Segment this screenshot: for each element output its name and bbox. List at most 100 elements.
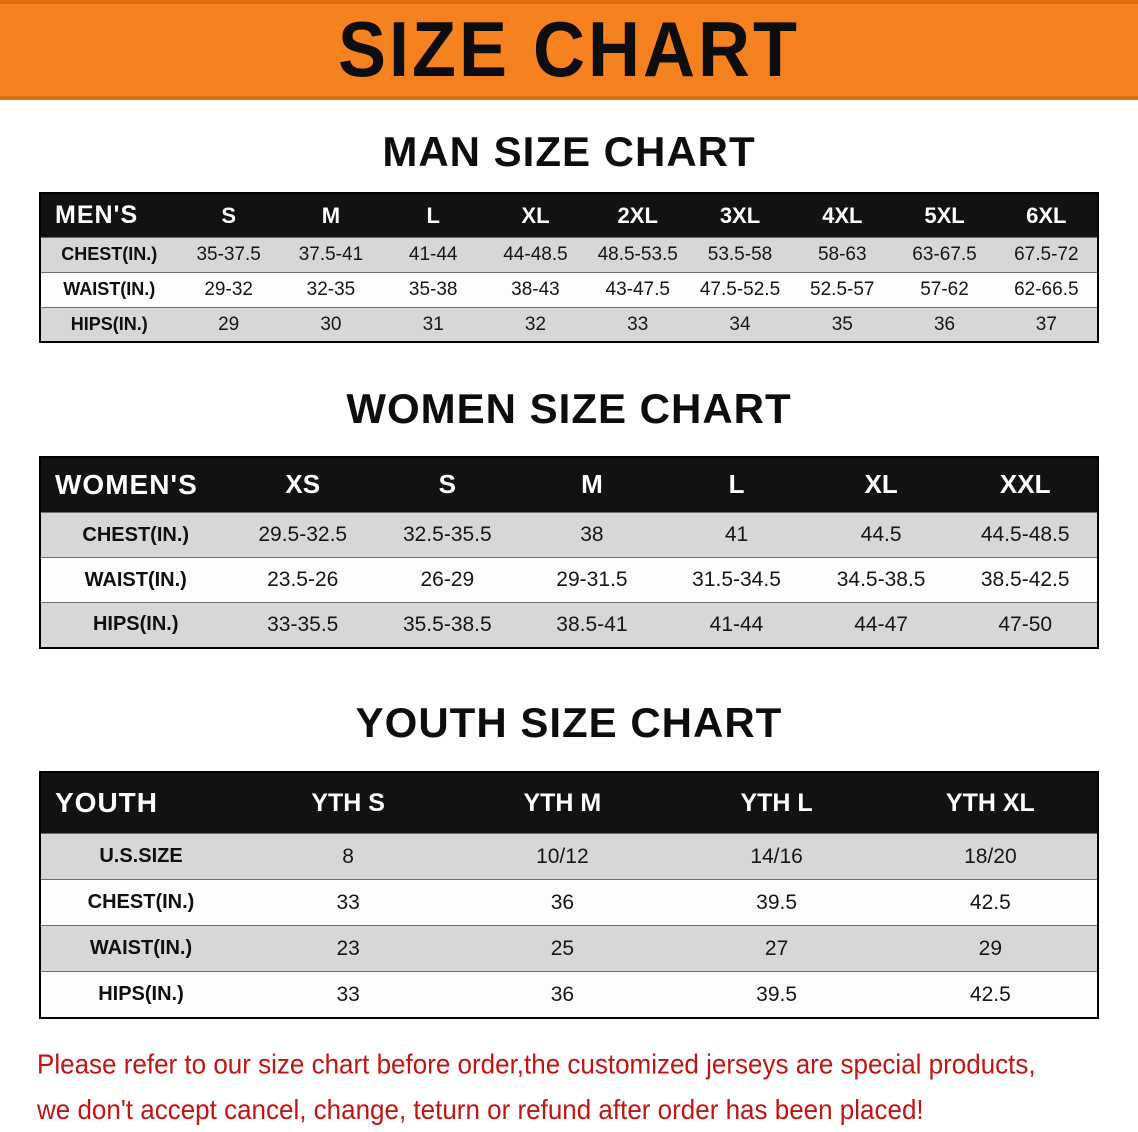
column-header: YTH S <box>311 788 385 817</box>
table-header-row: MEN'S S M L XL 2XL 3XL 4XL 5XL 6XL <box>40 193 1098 238</box>
size-table: WOMEN'S XS S M L XL XXL CHEST(IN.) 29.5-32.5 32.5… <box>39 455 1099 649</box>
column-header: S <box>438 469 456 500</box>
row-label: HIPS(IN.) <box>40 971 242 1018</box>
banner-title: SIZE CHART <box>338 6 800 94</box>
size-value-cell: 44.5 <box>808 512 954 558</box>
size-value-cell: 32-35 <box>279 271 383 308</box>
size-value-cell: 29 <box>883 925 1098 972</box>
row-label: CHEST(IN.) <box>40 512 231 558</box>
table-row: WAIST(IN.) 29-32 32-35 35-38 38-43 43-47.5 47.… <box>40 271 1098 308</box>
column-header: 2XL <box>617 202 658 228</box>
size-chart-banner: SIZE CHART <box>0 0 1138 100</box>
size-value-cell: 53.5-58 <box>688 236 792 273</box>
size-value-cell: 31 <box>382 306 485 343</box>
size-value-cell: 26-29 <box>375 557 520 603</box>
size-value-cell: 63-67.5 <box>893 236 996 273</box>
size-value-cell: 37 <box>995 306 1098 343</box>
size-value-cell: 38.5-41 <box>519 602 665 648</box>
column-header: XS <box>285 469 321 500</box>
size-value-cell: 36 <box>455 879 670 926</box>
size-value-cell: 34 <box>688 306 792 343</box>
column-header: M <box>581 469 603 500</box>
table-row: WAIST(IN.) 23.5-26 26-29 29-31.5 31.5-34.5 34… <box>40 557 1098 603</box>
women-size-table-container: WOMEN'S XS S M L XL XXL CHEST(IN.) 29.5-32.5 32.5… <box>39 455 1099 649</box>
size-value-cell: 10/12 <box>455 833 670 880</box>
size-table: YOUTH YTH S YTH M YTH L YTH XL U.S.SIZE 8 10/12… <box>39 770 1099 1019</box>
youth-size-chart-heading: YOUTH SIZE CHART <box>355 698 783 746</box>
size-value-cell: 14/16 <box>669 833 884 880</box>
row-label: U.S.SIZE <box>40 833 242 880</box>
row-label: WAIST(IN.) <box>40 271 178 308</box>
table-header-row: WOMEN'S XS S M L XL XXL <box>40 456 1098 513</box>
size-value-cell: 31.5-34.5 <box>664 557 809 603</box>
table-row: HIPS(IN.) 29 30 31 32 33 34 35 36 37 <box>40 306 1098 343</box>
size-value-cell: 62-66.5 <box>995 271 1098 308</box>
size-value-cell: 44-47 <box>808 602 954 648</box>
size-value-cell: 18/20 <box>883 833 1098 880</box>
column-header: XXL <box>999 469 1051 500</box>
row-label: WAIST(IN.) <box>40 925 242 972</box>
size-value-cell: 29-31.5 <box>519 557 665 603</box>
size-value-cell: 39.5 <box>669 971 884 1018</box>
size-value-cell: 29.5-32.5 <box>230 512 376 558</box>
column-header: S <box>221 202 236 228</box>
size-value-cell: 42.5 <box>883 971 1098 1018</box>
column-header: L <box>728 469 745 500</box>
youth-size-table-container: YOUTH YTH S YTH M YTH L YTH XL U.S.SIZE 8 10/12… <box>39 770 1099 1019</box>
column-header: M <box>321 202 341 228</box>
women-size-chart-heading: WOMEN SIZE CHART <box>346 385 792 433</box>
disclaimer-line-2: we don't accept cancel, change, teturn o… <box>37 1092 924 1126</box>
size-value-cell: 33 <box>241 971 456 1018</box>
column-header: YTH M <box>523 788 602 817</box>
size-value-cell: 8 <box>241 833 456 880</box>
row-label: HIPS(IN.) <box>40 306 178 343</box>
size-value-cell: 47-50 <box>953 602 1098 648</box>
size-value-cell: 44-48.5 <box>484 236 587 273</box>
size-value-cell: 27 <box>669 925 884 972</box>
table-row: WAIST(IN.) 23 25 27 29 <box>40 925 1098 972</box>
size-value-cell: 38-43 <box>484 271 587 308</box>
size-value-cell: 39.5 <box>669 879 884 926</box>
column-header: YTH XL <box>945 788 1035 817</box>
table-row: HIPS(IN.) 33 36 39.5 42.5 <box>40 971 1098 1018</box>
size-value-cell: 57-62 <box>893 271 996 308</box>
size-value-cell: 35-37.5 <box>177 236 280 273</box>
size-value-cell: 52.5-57 <box>791 271 894 308</box>
column-header: 6XL <box>1026 202 1067 228</box>
disclaimer-line-1: Please refer to our size chart before or… <box>37 1047 1036 1080</box>
size-value-cell: 32 <box>484 306 587 343</box>
table-row: CHEST(IN.) 35-37.5 37.5-41 41-44 44-48.5 48.5… <box>40 236 1098 273</box>
size-value-cell: 41-44 <box>664 602 809 648</box>
size-value-cell: 48.5-53.5 <box>586 236 689 273</box>
row-label: HIPS(IN.) <box>40 602 231 648</box>
disclaimer: Please refer to our size chart before or… <box>37 1041 1101 1132</box>
column-header: XL <box>864 469 898 500</box>
size-table: MEN'S S M L XL 2XL 3XL 4XL 5XL 6XL CHEST(IN.) 35-37… <box>39 192 1099 344</box>
men-size-table-container: MEN'S S M L XL 2XL 3XL 4XL 5XL 6XL CHEST(IN.) 35-37… <box>39 192 1099 344</box>
column-header: L <box>426 202 440 228</box>
table-row: U.S.SIZE 8 10/12 14/16 18/20 <box>40 833 1098 880</box>
table-row: HIPS(IN.) 33-35.5 35.5-38.5 38.5-41 41-44 44-… <box>40 602 1098 648</box>
table-title-cell: WOMEN'S <box>55 468 198 500</box>
size-value-cell: 32.5-35.5 <box>375 512 520 558</box>
size-value-cell: 33-35.5 <box>230 602 376 648</box>
size-value-cell: 35.5-38.5 <box>375 602 520 648</box>
size-value-cell: 29-32 <box>177 271 280 308</box>
size-value-cell: 35-38 <box>382 271 485 308</box>
size-value-cell: 25 <box>455 925 670 972</box>
row-label: WAIST(IN.) <box>40 557 231 603</box>
size-value-cell: 41-44 <box>382 236 485 273</box>
column-header: 3XL <box>719 202 761 228</box>
size-value-cell: 33 <box>586 306 689 343</box>
column-header: XL <box>521 202 550 228</box>
table-row: CHEST(IN.) 29.5-32.5 32.5-35.5 38 41 44.5 44.5… <box>40 512 1098 558</box>
size-value-cell: 23.5-26 <box>230 557 376 603</box>
size-value-cell: 47.5-52.5 <box>688 271 792 308</box>
table-row: CHEST(IN.) 33 36 39.5 42.5 <box>40 879 1098 926</box>
size-value-cell: 35 <box>791 306 894 343</box>
size-value-cell: 58-63 <box>791 236 894 273</box>
column-header: 5XL <box>924 202 965 228</box>
size-value-cell: 41 <box>664 512 809 558</box>
size-value-cell: 42.5 <box>883 879 1098 926</box>
size-value-cell: 29 <box>177 306 280 343</box>
